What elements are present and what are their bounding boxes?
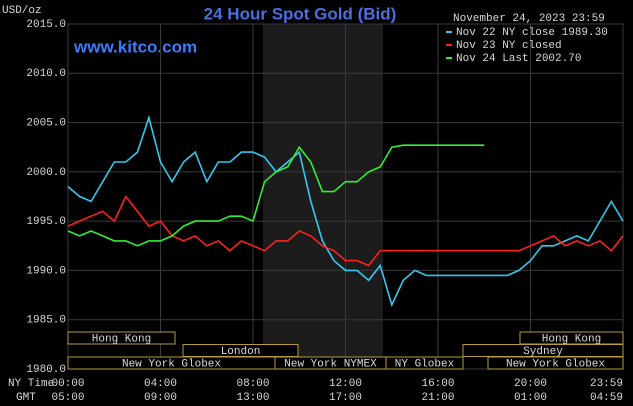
timestamp: November 24, 2023 23:59 <box>453 13 605 25</box>
y-tick-label: 2015.0 <box>26 19 66 31</box>
gmt-tick-label: 13:00 <box>236 392 269 404</box>
x-tick-label: 20:00 <box>514 378 547 390</box>
session-box <box>385 356 464 370</box>
y-axis-label: USD/oz <box>2 5 42 17</box>
session-box <box>67 331 176 345</box>
session-label: NY Globex <box>395 358 455 370</box>
gmt-tick-label: 21:00 <box>421 392 454 404</box>
x-tick-label: 16:00 <box>421 378 454 390</box>
nymex-shading <box>263 24 383 369</box>
session-label: Sydney <box>523 346 563 358</box>
session-label: New York Globex <box>506 358 605 370</box>
x-tick-label: 04:00 <box>144 378 177 390</box>
x-tick-label: 08:00 <box>236 378 269 390</box>
x-tick-label: 12:00 <box>329 378 362 390</box>
gmt-tick-label: 17:00 <box>329 392 362 404</box>
gmt-tick-label: 04:59 <box>590 392 623 404</box>
gmt-tick-label: 01:00 <box>514 392 547 404</box>
y-tick-label: 2010.0 <box>26 68 66 80</box>
chart-title: 24 Hour Spot Gold (Bid) <box>204 4 397 23</box>
session-label: New York Globex <box>122 358 221 370</box>
session-label: London <box>221 346 261 358</box>
series-line <box>67 114 624 308</box>
series-line <box>67 144 485 247</box>
y-tick-label: 2000.0 <box>26 167 66 179</box>
website: www.kitco.com <box>73 37 197 56</box>
y-tick-label: 1980.0 <box>26 364 66 376</box>
session-label: Hong Kong <box>92 333 151 345</box>
x-axis-label: NY Time <box>8 378 54 390</box>
series-line <box>67 194 624 267</box>
gmt-label: GMT <box>16 392 36 404</box>
y-tick-label: 2005.0 <box>26 117 66 129</box>
y-tick-label: 1995.0 <box>26 216 66 228</box>
legend-label: Nov 22 NY close 1989.30 <box>456 27 608 39</box>
legend-label: Nov 24 Last 2002.70 <box>456 53 581 65</box>
y-tick-label: 1990.0 <box>26 265 66 277</box>
gmt-tick-label: 09:00 <box>144 392 177 404</box>
session-label: New York NYMEX <box>284 358 377 370</box>
session-box <box>487 356 624 370</box>
x-tick-label: 00:00 <box>51 378 84 390</box>
y-tick-label: 1985.0 <box>26 315 66 327</box>
gmt-tick-label: 05:00 <box>51 392 84 404</box>
x-tick-label: 23:59 <box>590 378 623 390</box>
session-label: Hong Kong <box>542 333 601 345</box>
legend-label: Nov 23 NY closed <box>456 40 562 52</box>
